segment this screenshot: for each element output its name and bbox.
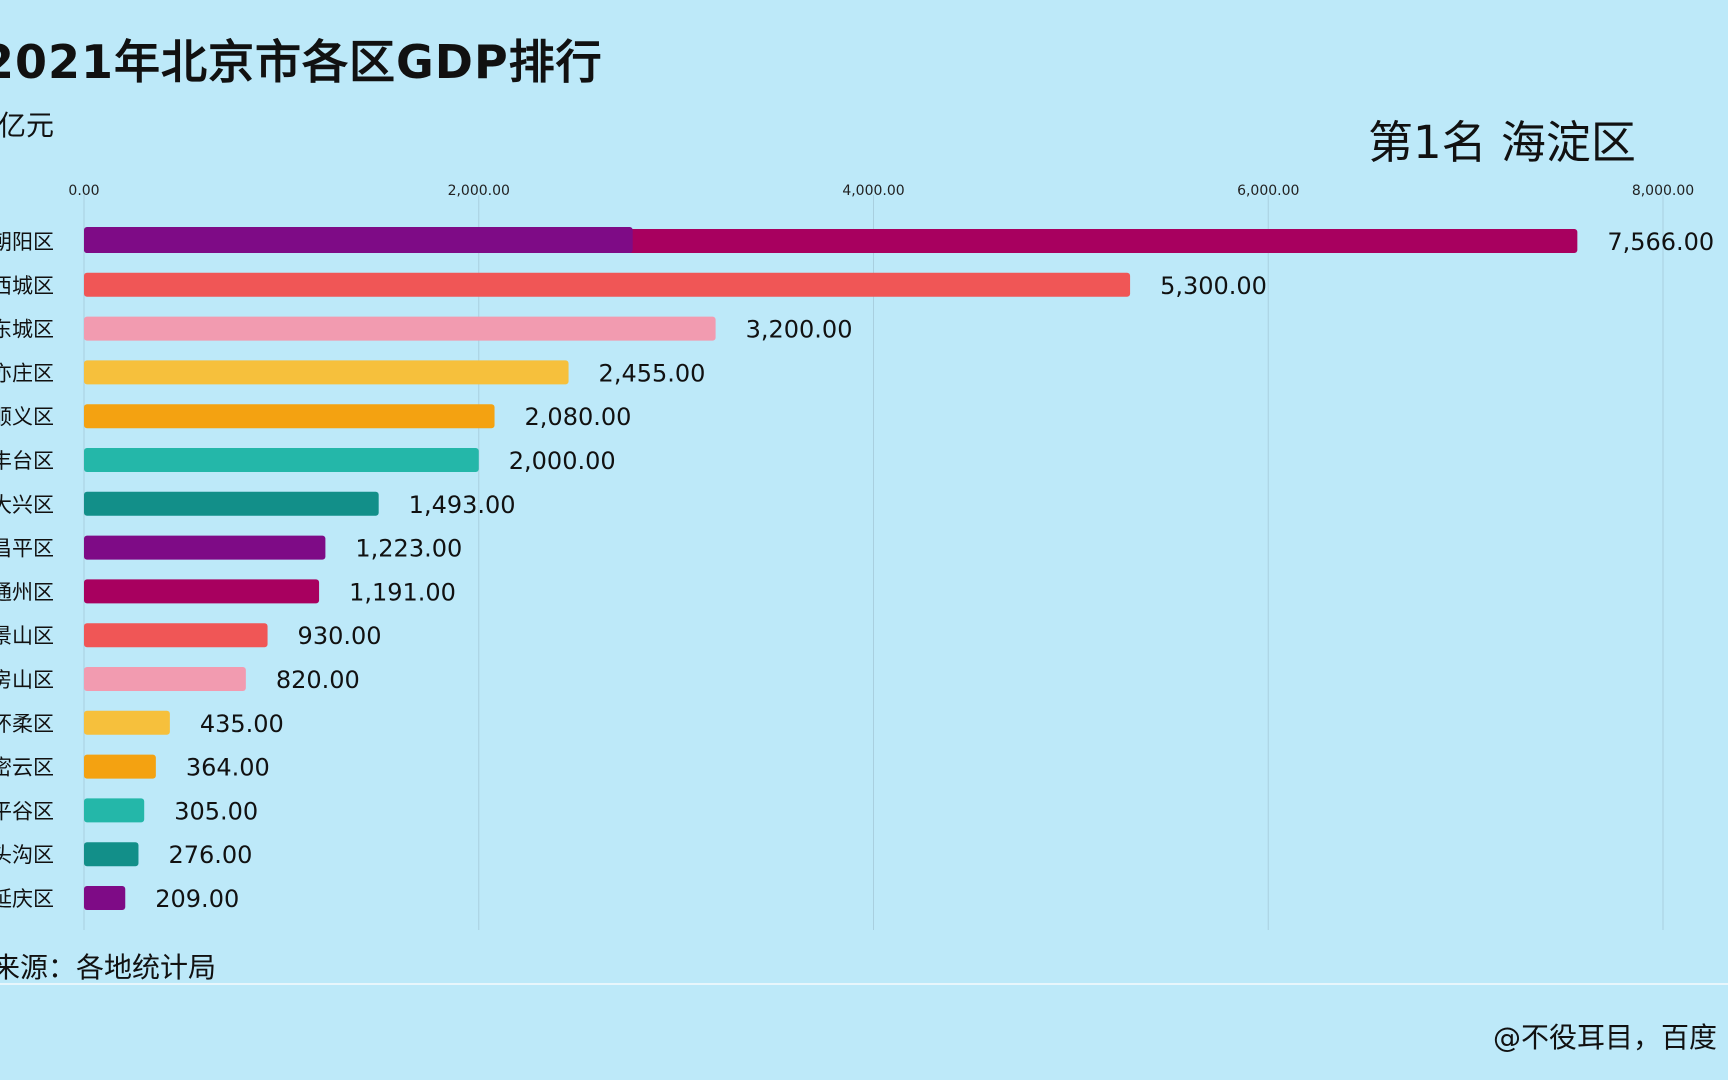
x-tick-label: 2,000.00 (448, 183, 510, 199)
x-tick-label: 4,000.00 (842, 183, 904, 199)
category-label: 头沟区 (0, 843, 54, 867)
data-label: 5,300.00 (1160, 272, 1267, 300)
x-tick-label: 8,000.00 (1632, 183, 1694, 199)
data-source: 来源：各地统计局 (0, 946, 216, 986)
transition-bar (84, 227, 633, 253)
data-label: 1,493.00 (409, 491, 516, 519)
category-label: 亦庄区 (0, 361, 54, 385)
category-label: 平谷区 (0, 799, 54, 823)
data-label: 2,000.00 (509, 447, 616, 475)
bar (84, 842, 138, 866)
bar (84, 317, 716, 341)
data-label: 364.00 (186, 754, 270, 782)
category-label: 延庆区 (0, 887, 54, 911)
category-label: 怀柔区 (0, 712, 54, 736)
author-credit: @不役耳目，百度 (1493, 1016, 1717, 1056)
category-label: 通州区 (0, 580, 54, 604)
category-label: 昌平区 (0, 537, 54, 561)
data-label: 1,191.00 (349, 578, 456, 606)
data-label: 7,566.00 (1607, 228, 1714, 256)
bar (84, 886, 125, 910)
data-label: 435.00 (200, 710, 284, 738)
data-label: 820.00 (276, 666, 360, 694)
bar (84, 623, 268, 647)
data-label: 1,223.00 (355, 535, 462, 563)
category-label: 密云区 (0, 756, 54, 780)
bar (84, 360, 569, 384)
bar (84, 579, 319, 603)
data-label: 930.00 (298, 622, 382, 650)
bar (84, 667, 246, 691)
bar (84, 755, 156, 779)
category-label: 大兴区 (0, 493, 54, 517)
bar (84, 798, 144, 822)
bar (84, 273, 1130, 297)
x-tick-label: 6,000.00 (1237, 183, 1299, 199)
bar (84, 711, 170, 735)
data-label: 2,080.00 (525, 403, 632, 431)
category-label: 顺义区 (0, 405, 54, 429)
category-label: 朝阳区 (0, 230, 54, 254)
data-label: 3,200.00 (746, 316, 853, 344)
bar (84, 404, 495, 428)
bar (84, 448, 479, 472)
bar (84, 492, 379, 516)
bar (84, 536, 325, 560)
data-label: 2,455.00 (599, 359, 706, 387)
x-tick-label: 0.00 (68, 183, 99, 199)
data-label: 209.00 (155, 885, 239, 913)
data-label: 276.00 (168, 841, 252, 869)
bar-chart: 0.00 2,000.00 4,000.00 6,000.00 8,000.00 朝阳区 7… (0, 0, 1728, 980)
data-label: 305.00 (174, 797, 258, 825)
category-label: 房山区 (0, 668, 54, 692)
category-label: 西城区 (0, 274, 54, 298)
footer-divider (0, 983, 1728, 985)
category-label: 东城区 (0, 318, 54, 342)
category-label: 丰台区 (0, 449, 54, 473)
category-label: 景山区 (0, 624, 54, 648)
